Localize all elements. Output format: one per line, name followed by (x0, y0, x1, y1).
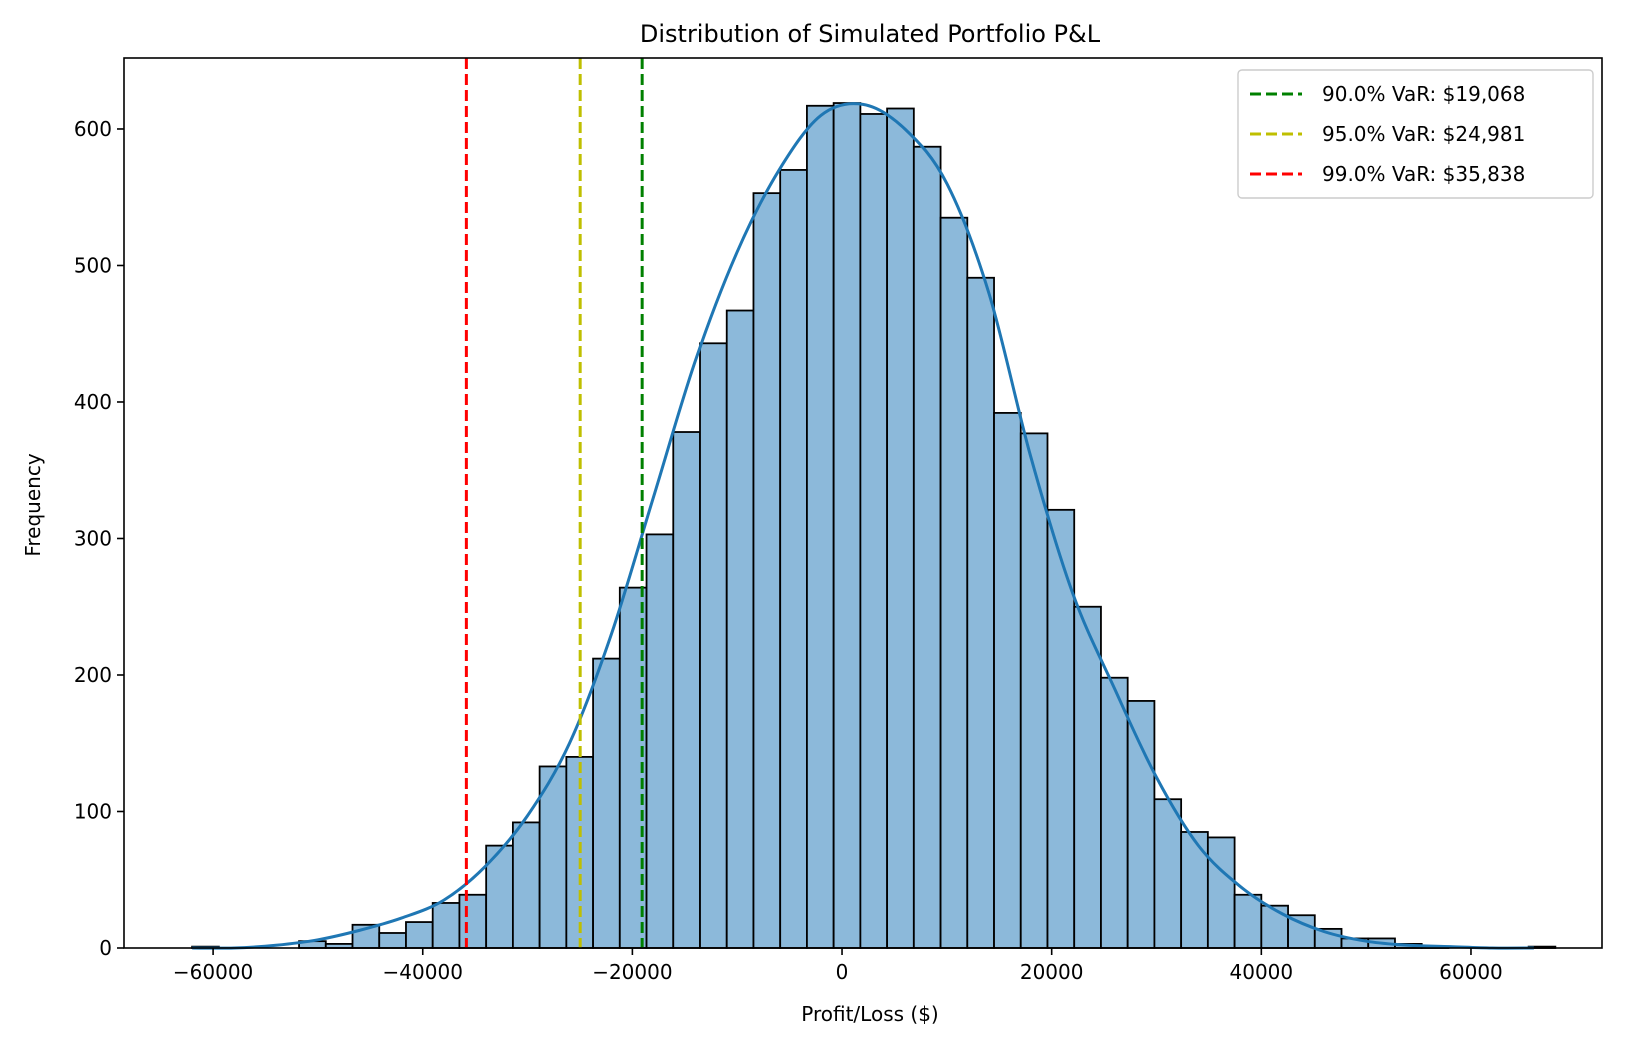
histogram-bar (939, 216, 969, 949)
y-tick-label: 400 (74, 390, 112, 414)
x-tick-label: 20000 (1020, 960, 1084, 984)
histogram-bar (1153, 798, 1183, 949)
chart-title: Distribution of Simulated Portfolio P&L (640, 20, 1101, 48)
y-tick-label: 200 (74, 663, 112, 687)
legend-label: 95.0% VaR: $24,981 (1322, 122, 1525, 146)
histogram-bar (1180, 831, 1209, 949)
legend-label: 99.0% VaR: $35,838 (1322, 162, 1525, 186)
histogram-bar (405, 921, 434, 949)
legend-label: 90.0% VaR: $19,068 (1322, 82, 1525, 106)
histogram-bar (1019, 432, 1049, 949)
histogram-bar (431, 902, 461, 949)
y-axis-label: Frequency (21, 453, 45, 556)
histogram-bar (886, 107, 915, 949)
histogram-bar (779, 169, 808, 949)
x-tick-label: −60000 (173, 960, 253, 984)
legend: 90.0% VaR: $19,068 95.0% VaR: $24,981 99.0… (1237, 69, 1594, 199)
x-tick-label: 40000 (1230, 960, 1294, 984)
histogram-bar (485, 844, 514, 949)
kde-curve-group (192, 102, 1534, 950)
histogram-bar (1260, 904, 1289, 949)
histogram-bar (458, 893, 488, 949)
histogram-bar (912, 145, 942, 949)
x-tick-label: 0 (836, 960, 849, 984)
histogram-bar (806, 104, 835, 949)
y-tick-label: 600 (74, 117, 112, 141)
histogram-bar (832, 102, 862, 949)
kde-curve (192, 102, 1534, 950)
x-axis-label: Profit/Loss ($) (801, 1002, 938, 1026)
y-tick-label: 0 (99, 936, 112, 960)
histogram-bar (511, 821, 541, 949)
histogram-bar (752, 192, 782, 949)
var-lines (464, 58, 644, 948)
histogram-bar (672, 431, 701, 949)
histogram-bar (993, 412, 1022, 949)
histogram-bar (1126, 700, 1156, 949)
histogram-bar (378, 932, 407, 949)
x-tick-label: −40000 (383, 960, 463, 984)
legend-box (1237, 69, 1594, 199)
histogram-bars (191, 102, 1557, 949)
histogram-bar (1206, 836, 1236, 949)
x-axis-ticks: −60000 −40000 −20000 0 20000 40000 60000 (173, 948, 1503, 984)
y-tick-label: 300 (74, 526, 112, 550)
y-axis-ticks: 0 100 200 300 400 500 600 (74, 117, 124, 960)
histogram-bar (725, 309, 755, 949)
histogram-bar (1046, 508, 1076, 949)
histogram-bar (1100, 676, 1129, 949)
y-tick-label: 100 (74, 799, 112, 823)
histogram-bar (859, 113, 889, 949)
x-tick-label: −20000 (592, 960, 672, 984)
x-tick-label: 60000 (1439, 960, 1503, 984)
histogram-bar (699, 342, 728, 949)
histogram-bar (1233, 893, 1263, 949)
histogram-bar (1073, 605, 1102, 949)
histogram-bar (966, 276, 995, 949)
y-tick-label: 500 (74, 253, 112, 277)
histogram-bar (645, 533, 675, 949)
plot-frame (123, 57, 1603, 949)
histogram-bar (592, 657, 621, 949)
